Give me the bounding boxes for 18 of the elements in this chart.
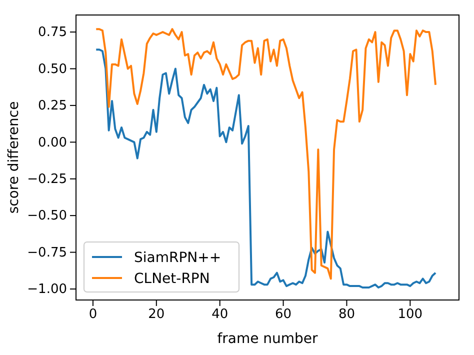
y-tick-label: −1.00: [27, 282, 67, 298]
x-tick-label: 20: [148, 307, 165, 322]
y-tick-label: 0.75: [38, 25, 67, 40]
y-tick-label: −0.25: [27, 172, 67, 188]
y-tick-label: −0.75: [27, 245, 67, 260]
x-tick-label: 60: [275, 307, 292, 322]
y-tick-label: 0.00: [38, 135, 67, 150]
legend-label: SiamRPN++: [134, 250, 222, 266]
legend-label: CLNet-RPN: [134, 271, 210, 287]
x-tick-label: 40: [212, 307, 228, 322]
x-axis-title: frame number: [217, 331, 318, 347]
y-axis-title: score difference: [6, 101, 22, 214]
y-tick-label: 0.25: [38, 98, 67, 114]
y-tick-label: −0.50: [27, 208, 67, 224]
x-tick-label: 100: [398, 307, 423, 322]
x-tick-label: 80: [338, 307, 355, 322]
x-tick-label: 0: [88, 307, 98, 322]
y-tick-label: 0.50: [38, 62, 67, 77]
